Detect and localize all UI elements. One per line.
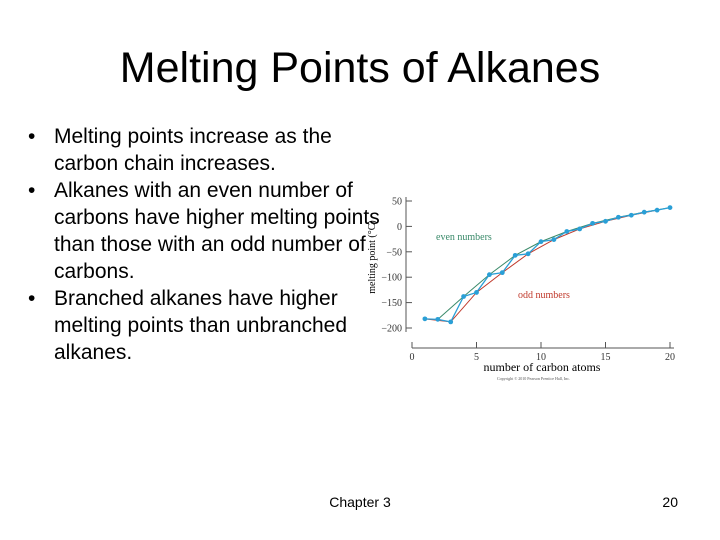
data-point bbox=[654, 207, 660, 213]
data-point bbox=[603, 218, 608, 224]
y-axis-label: melting point (°C) bbox=[367, 220, 378, 293]
melting-point-series-line bbox=[424, 206, 671, 323]
data-point bbox=[641, 209, 647, 215]
data-point bbox=[551, 237, 557, 243]
data-point bbox=[487, 272, 492, 278]
data-point bbox=[448, 319, 454, 325]
even-numbers-annotation: even numbers bbox=[436, 232, 492, 243]
melting-point-chart: 50 0 −50 −100 −150 −200 0 5 10 15 20 melting point… bbox=[367, 197, 675, 383]
slide-title: Melting Points of Alkanes bbox=[119, 44, 601, 92]
x-axis-label: number of carbon atoms bbox=[484, 360, 601, 374]
x-tick-label: 15 bbox=[601, 352, 611, 363]
data-point bbox=[667, 205, 673, 211]
x-tick-label: 0 bbox=[410, 352, 415, 363]
copyright-note: Copyright © 2010 Pearson Prentice Hall, … bbox=[497, 376, 570, 382]
bullet-item: • Alkanes with an even number of carbons… bbox=[28, 177, 383, 285]
data-point bbox=[461, 294, 466, 299]
x-tick-label: 10 bbox=[536, 352, 546, 363]
y-tick-label: −150 bbox=[381, 298, 402, 309]
data-point bbox=[564, 229, 570, 234]
bullet-marker: • bbox=[28, 179, 36, 202]
bullet-text: Melting points increase as the carbon ch… bbox=[54, 125, 332, 175]
bullet-marker: • bbox=[28, 125, 36, 148]
data-point bbox=[628, 212, 634, 218]
y-tick-label: −200 bbox=[381, 324, 402, 335]
odd-numbers-annotation: odd numbers bbox=[518, 290, 570, 301]
y-tick-label: −100 bbox=[381, 273, 402, 284]
data-point bbox=[435, 316, 441, 322]
even-numbers-trend-line bbox=[437, 207, 671, 320]
data-point bbox=[525, 251, 531, 257]
x-tick-label: 5 bbox=[474, 352, 479, 363]
data-point bbox=[474, 290, 479, 295]
y-tick-label: 50 bbox=[392, 197, 402, 208]
data-point bbox=[577, 226, 583, 232]
bullet-list: • Melting points increase as the carbon … bbox=[28, 123, 383, 366]
bullet-text: Alkanes with an even number of carbons h… bbox=[54, 179, 380, 283]
x-tick-label: 20 bbox=[665, 352, 675, 363]
data-point bbox=[422, 316, 428, 322]
data-point bbox=[616, 214, 621, 220]
data-point bbox=[538, 239, 544, 245]
bullet-marker: • bbox=[28, 287, 36, 310]
data-point bbox=[512, 252, 518, 258]
footer-chapter: Chapter 3 bbox=[329, 494, 391, 510]
slide-number: 20 bbox=[662, 494, 678, 510]
data-point bbox=[499, 270, 505, 276]
y-tick-label: −50 bbox=[386, 247, 402, 258]
data-point bbox=[590, 220, 595, 226]
bullet-item: • Melting points increase as the carbon … bbox=[28, 123, 383, 177]
y-tick-label: 0 bbox=[397, 222, 402, 233]
bullet-text: Branched alkanes have higher melting poi… bbox=[54, 287, 348, 364]
bullet-item: • Branched alkanes have higher melting p… bbox=[28, 285, 383, 366]
